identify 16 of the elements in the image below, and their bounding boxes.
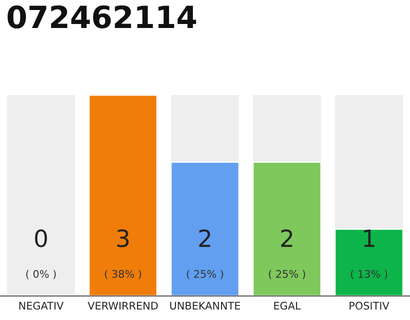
annotation: ( 0% ) [26,270,56,280]
chart-title: 072462114 [8,5,196,28]
annotation: ( 38% ) [104,270,142,280]
x-tick-label: VERWIRREND [88,302,158,310]
x-tick-label: UNBEKANNTE [170,302,240,310]
x-tick-label: EGAL [274,302,301,310]
x-tick-label: NEGATIV [19,302,64,310]
data-label: 2 [199,229,210,247]
annotation: ( 13% ) [350,270,388,280]
data-label: 1 [364,230,374,247]
annotation: ( 25% ) [268,270,306,280]
data-label: 0 [35,229,47,248]
annotation: ( 25% ) [186,270,224,280]
data-label: 2 [281,229,292,247]
data-label: 3 [117,229,129,248]
x-tick-label: POSITIV [350,302,390,310]
